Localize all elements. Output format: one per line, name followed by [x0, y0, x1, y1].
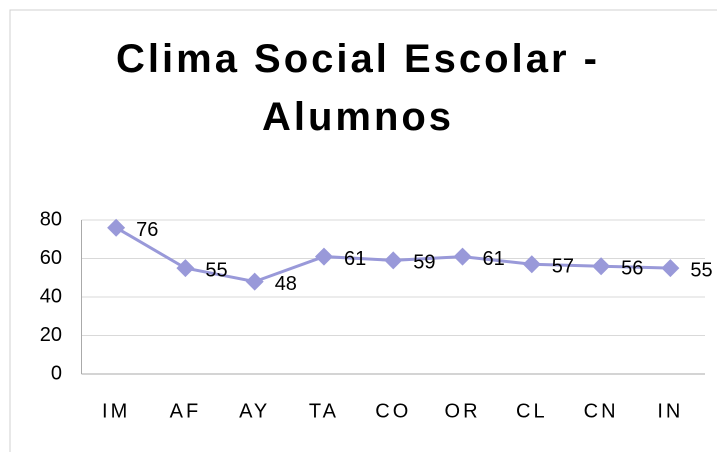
marker [176, 259, 195, 278]
marker [592, 257, 611, 276]
data-label: 61 [344, 248, 366, 270]
x-tick-label: CN [584, 400, 619, 422]
x-tick-label: CO [375, 400, 411, 422]
y-tick-label: 0 [51, 362, 62, 384]
marker [245, 272, 264, 291]
data-label: 56 [621, 257, 643, 279]
data-label: 57 [552, 256, 574, 278]
data-label: 48 [275, 273, 297, 295]
data-label: 76 [136, 219, 158, 241]
chart-border [9, 9, 717, 452]
x-tick-label: AF [170, 400, 202, 422]
x-tick-label: TA [309, 400, 339, 422]
marker [661, 259, 680, 278]
marker [453, 247, 472, 266]
data-label: 59 [413, 252, 435, 274]
y-tick-label: 20 [40, 324, 62, 346]
data-label: 55 [205, 259, 227, 281]
marker [522, 255, 541, 274]
y-tick-label: 40 [40, 285, 62, 307]
x-tick-label: IM [102, 400, 130, 422]
data-label: 61 [483, 248, 505, 270]
chart-title: Clima Social Escolar - Alumnos [116, 37, 600, 139]
x-tick-label: AY [239, 400, 270, 422]
y-tick-label: 60 [40, 247, 62, 269]
x-tick-label: CL [516, 400, 548, 422]
marker [107, 218, 126, 237]
marker [314, 247, 333, 266]
marker [384, 251, 403, 270]
x-tick-label: OR [445, 400, 481, 422]
y-tick-label: 80 [40, 208, 62, 230]
data-label: 55 [690, 259, 712, 281]
x-tick-label: IN [657, 400, 683, 422]
